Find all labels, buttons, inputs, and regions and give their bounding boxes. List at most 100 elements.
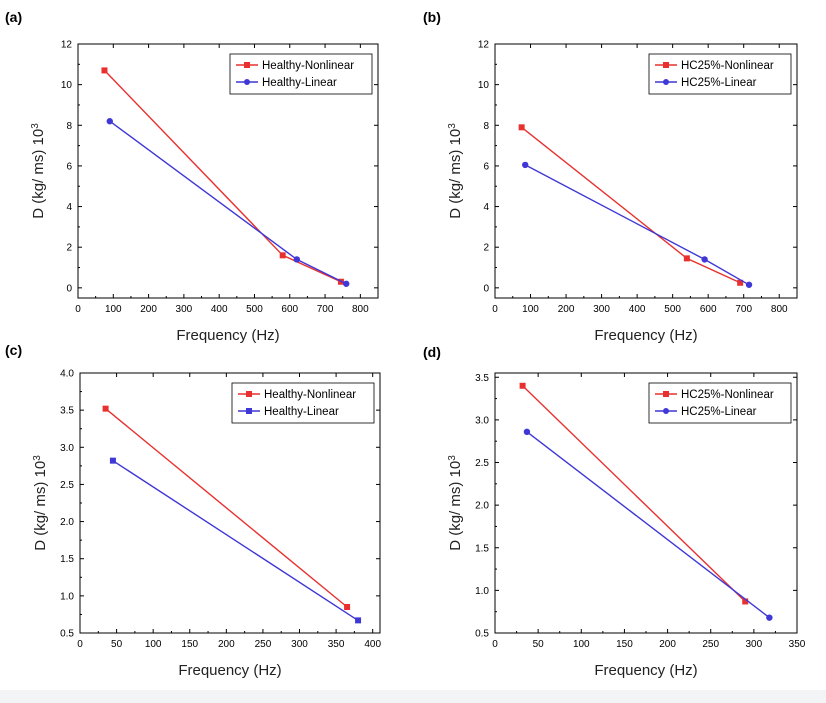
data-point [344,604,351,610]
x-axis-title: Frequency (Hz) [176,327,279,344]
x-tick-label: 50 [111,639,123,650]
y-tick-label: 1.5 [475,543,489,554]
data-point [766,614,773,621]
y-tick-label: 0.5 [475,629,489,640]
x-axis-title: Frequency (Hz) [178,662,281,679]
y-tick-label: 1.0 [60,591,74,602]
data-point [742,598,749,605]
y-tick-label: 12 [478,40,490,51]
y-tick-label: 2.5 [475,458,489,469]
data-point [683,255,690,262]
legend-label: Healthy-Linear [262,77,337,89]
legend-swatch-marker [244,62,250,68]
y-axis-title: D (kg/ ms) 103 [447,123,465,219]
x-tick-label: 300 [176,304,193,315]
x-tick-label: 50 [533,639,545,650]
y-tick-label: 0 [66,283,72,294]
legend-box [229,53,373,95]
y-tick-label: 10 [61,80,73,91]
y-tick-label: 3.0 [60,443,74,454]
data-point [737,279,744,286]
series-line-1 [526,431,770,619]
legend-swatch-marker [663,62,669,68]
x-tick-label: 400 [629,304,646,315]
data-point [109,457,116,464]
chart-panel-d: (d) 0 50 100 150 200 250 300 350 0.5 1.0 1.5 2.0 2.5 3… [423,344,806,679]
legend-swatch-marker [663,408,669,414]
x-tick-label: 0 [75,304,81,315]
y-axis-title-superscript: 3 [30,123,41,129]
x-tick-label: 300 [291,639,308,650]
y-axis-title: D (kg/ ms) 103 [32,455,50,551]
x-tick-label: 300 [746,639,763,650]
y-tick-label: 4 [66,202,72,213]
y-axis-title: D (kg/ ms) 103 [30,123,48,219]
x-tick-label: 200 [659,639,676,650]
series-line-1 [524,164,750,286]
data-point [343,280,350,287]
chart-panel-a: (a) 0 100 200 300 400 500 600 700 800 0 2 4 6 8 10 12 Fre… [5,9,379,344]
data-point [522,161,529,169]
legend-box [648,382,792,424]
x-tick-label: 700 [735,304,752,315]
y-axis-title-superscript: 3 [447,455,458,461]
y-tick-label: 3.0 [475,415,489,426]
x-axis-title: Frequency (Hz) [594,327,697,344]
series-line-0 [105,408,348,608]
y-tick-label: 2 [66,243,72,254]
y-axis-title-superscript: 3 [447,123,458,129]
x-tick-label: 400 [364,639,381,650]
x-tick-label: 500 [664,304,681,315]
x-tick-label: 100 [145,639,162,650]
y-tick-label: 3.5 [60,406,74,417]
legend-label: HC25%-Nonlinear [681,389,774,401]
y-tick-label: 2.0 [475,501,489,512]
data-point [518,124,525,131]
data-point [102,405,109,412]
x-tick-label: 800 [771,304,788,315]
x-tick-label: 400 [211,304,228,315]
y-tick-label: 6 [66,161,72,172]
x-tick-label: 800 [352,304,369,315]
y-tick-label: 1.0 [475,586,489,597]
x-tick-label: 350 [328,639,345,650]
legend-swatch-marker [246,408,252,414]
legend-box [231,382,375,424]
x-tick-label: 100 [522,304,539,315]
panel-label: (a) [5,9,22,25]
series-line-1 [109,120,347,285]
x-tick-label: 0 [492,639,498,650]
x-tick-label: 100 [105,304,122,315]
legend-swatch-marker [663,391,669,397]
bottom-strip [0,690,826,703]
x-tick-label: 600 [281,304,298,315]
x-tick-label: 0 [492,304,498,315]
panel-label: (d) [423,344,441,360]
x-tick-label: 200 [140,304,157,315]
x-tick-label: 200 [218,639,235,650]
x-tick-label: 150 [181,639,198,650]
data-point [293,256,301,263]
series-line-0 [103,69,342,283]
y-tick-label: 2.5 [60,480,74,491]
data-point [106,118,113,125]
data-point [701,256,708,263]
series-line-0 [522,385,746,603]
chart-panel-c: (c) 0 50 100 150 200 250 300 350 400 0.5 1.0 1.5 2.0 2… [5,342,381,679]
x-tick-label: 0 [77,639,83,650]
x-tick-label: 500 [246,304,263,315]
legend-swatch-marker [663,79,669,85]
series-line-1 [112,460,359,621]
y-tick-label: 12 [61,40,73,51]
y-tick-label: 2 [483,243,489,254]
panel-label: (b) [423,9,441,25]
y-tick-label: 2.0 [60,517,74,528]
legend-label: HC25%-Nonlinear [681,60,774,72]
chart-panel-b: (b) 0 100 200 300 400 500 600 700 800 0 2 4 6 8 10 12 Fre… [423,9,798,344]
legend-box [648,53,792,95]
panel-label: (c) [5,342,22,358]
x-tick-label: 350 [789,639,806,650]
x-tick-label: 600 [700,304,717,315]
x-tick-label: 100 [573,639,590,650]
